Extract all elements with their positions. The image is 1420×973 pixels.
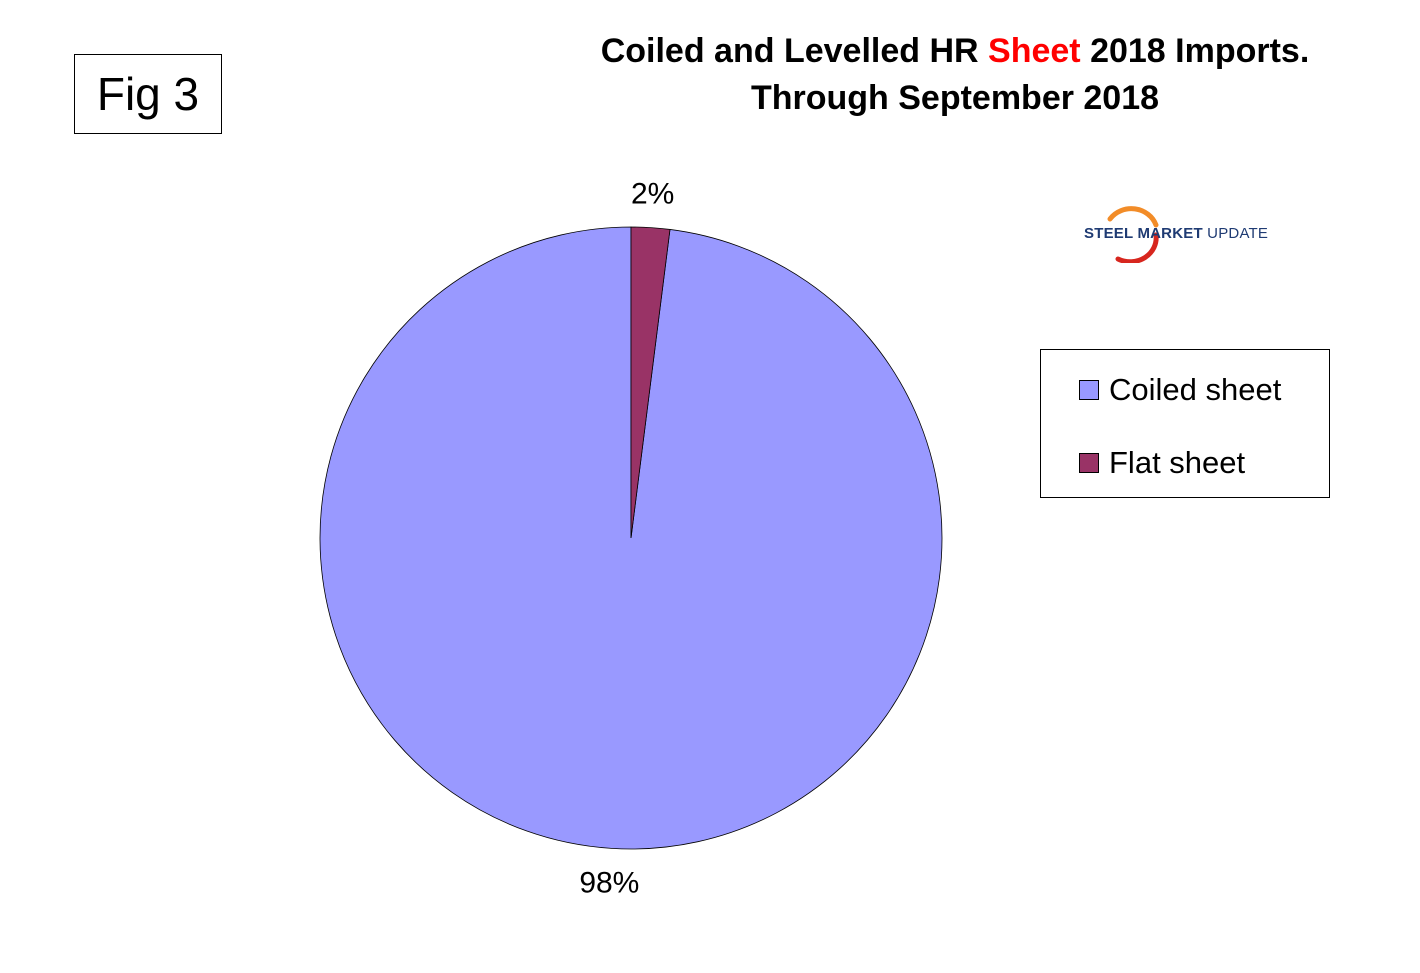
logo-word-market: MARKET bbox=[1133, 225, 1203, 242]
logo-text: STEEL MARKET UPDATE bbox=[1084, 225, 1268, 242]
chart-title-accent: Sheet bbox=[988, 32, 1081, 70]
legend-label-coiled-sheet: Coiled sheet bbox=[1109, 372, 1282, 407]
chart-title-line-1: Coiled and Levelled HR Sheet 2018 Import… bbox=[480, 28, 1420, 75]
legend-swatch-coiled-sheet bbox=[1079, 380, 1099, 400]
legend-item-flat-sheet: Flat sheet bbox=[1079, 445, 1245, 481]
logo-word-steel: STEEL bbox=[1084, 225, 1134, 242]
legend-item-coiled-sheet: Coiled sheet bbox=[1079, 372, 1281, 408]
data-label-coiled-sheet: 98% bbox=[579, 866, 639, 899]
pie-slice-flat-sheet bbox=[630, 226, 671, 539]
swoosh-logo-icon bbox=[1107, 206, 1159, 263]
logo-word-update: UPDATE bbox=[1202, 225, 1269, 242]
chart-legend: Coiled sheet Flat sheet bbox=[1040, 349, 1330, 498]
chart-title-line-2: Through September 2018 bbox=[750, 79, 1160, 117]
chart-title-part-2: 2018 Imports. bbox=[1080, 32, 1310, 70]
figure-label: Fig 3 bbox=[74, 54, 222, 134]
chart-title: Coiled and Levelled HR Sheet 2018 Import… bbox=[480, 28, 1420, 122]
legend-swatch-flat-sheet bbox=[1079, 453, 1099, 473]
data-label-flat-sheet: 2% bbox=[631, 178, 674, 211]
chart-title-part-1: Coiled and Levelled HR bbox=[600, 32, 989, 70]
steel-market-update-logo: STEEL MARKET UPDATE bbox=[1082, 205, 1282, 263]
legend-label-flat-sheet: Flat sheet bbox=[1109, 445, 1246, 480]
